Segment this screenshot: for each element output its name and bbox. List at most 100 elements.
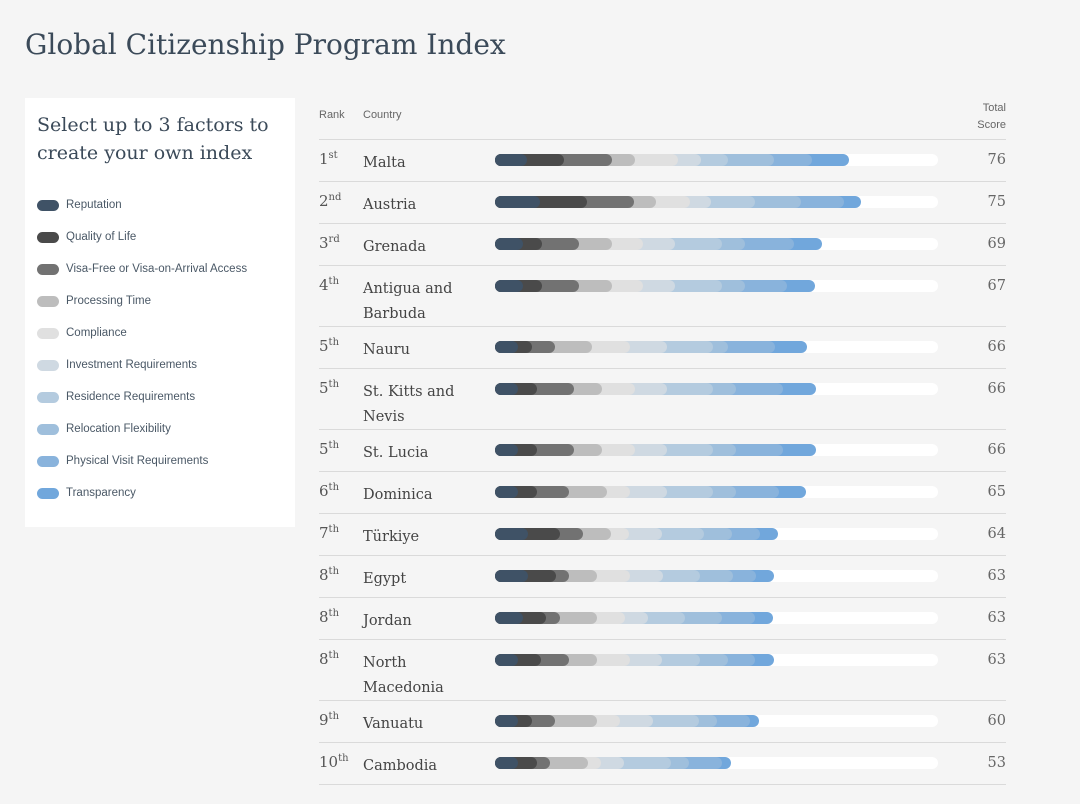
- rank-cell: 6th: [319, 482, 339, 500]
- country-name: St. Lucia: [363, 445, 429, 461]
- total-score: 63: [987, 610, 1006, 626]
- table-body: 1st Malta 76 2nd Austria 75 3rd Grenada 69 4th Ant…: [319, 140, 1006, 785]
- rank-suffix: rd: [328, 234, 340, 245]
- factor-label: Relocation Flexibility: [66, 423, 171, 435]
- total-score: 63: [987, 652, 1006, 668]
- table-row[interactable]: 2nd Austria 75: [319, 182, 1006, 224]
- bar-segment-reputation[interactable]: [495, 341, 518, 353]
- factor-label: Compliance: [66, 327, 127, 339]
- factor-label: Processing Time: [66, 295, 152, 307]
- rank-cell: 4th: [319, 276, 339, 294]
- bar-segment-reputation[interactable]: [495, 196, 540, 208]
- rank-suffix: th: [338, 753, 349, 764]
- rank-cell: 8th: [319, 566, 339, 584]
- factor-option[interactable]: Investment Requirements: [37, 349, 283, 381]
- total-score: 75: [987, 194, 1006, 210]
- factor-label: Investment Requirements: [66, 359, 198, 371]
- table-row[interactable]: 1st Malta 76: [319, 140, 1006, 182]
- factor-option[interactable]: Residence Requirements: [37, 381, 283, 413]
- factor-label: Visa-Free or Visa-on-Arrival Access: [66, 263, 248, 275]
- bar-segment-reputation[interactable]: [495, 238, 523, 250]
- table-row[interactable]: 7th Türkiye 64: [319, 514, 1006, 556]
- header-country[interactable]: Country: [363, 109, 402, 121]
- table-row[interactable]: 5th Nauru 66: [319, 327, 1006, 369]
- factor-label: Residence Requirements: [66, 391, 196, 403]
- factor-swatch: [37, 391, 59, 403]
- table-row[interactable]: 5th St. Kitts and Nevis 66: [319, 369, 1006, 430]
- rank-number: 5: [319, 337, 329, 355]
- table-row[interactable]: 10th Cambodia 53: [319, 743, 1006, 785]
- factor-label: Transparency: [66, 487, 136, 499]
- rank-cell: 9th: [319, 711, 339, 729]
- country-name: North Macedonia: [363, 655, 444, 696]
- total-score: 69: [987, 236, 1006, 252]
- rank-number: 2: [319, 192, 329, 210]
- table-row[interactable]: 6th Dominica 65: [319, 472, 1006, 514]
- header-total-score[interactable]: Total Score: [977, 102, 1006, 131]
- total-score: 65: [987, 484, 1006, 500]
- rank-number: 8: [319, 566, 329, 584]
- rank-number: 8: [319, 608, 329, 626]
- table-row[interactable]: 5th St. Lucia 66: [319, 430, 1006, 472]
- panel-heading: Select up to 3 factors to create your ow…: [37, 114, 269, 164]
- table-row[interactable]: 4th Antigua and Barbuda 67: [319, 266, 1006, 327]
- country-name: St. Kitts and Nevis: [363, 384, 455, 425]
- rank-number: 5: [319, 379, 329, 397]
- bar-segment-reputation[interactable]: [495, 757, 519, 769]
- factor-option[interactable]: Reputation: [37, 189, 283, 221]
- factor-option[interactable]: Visa-Free or Visa-on-Arrival Access: [37, 253, 283, 285]
- factor-option[interactable]: Transparency: [37, 477, 283, 509]
- factor-option[interactable]: Relocation Flexibility: [37, 413, 283, 445]
- rank-cell: 5th: [319, 379, 339, 397]
- score-bar-track: [495, 715, 938, 727]
- rank-cell: 5th: [319, 337, 339, 355]
- factor-swatch: [37, 327, 59, 339]
- factor-option[interactable]: Physical Visit Requirements: [37, 445, 283, 477]
- score-bar-track: [495, 528, 938, 540]
- header-rank[interactable]: Rank: [319, 109, 345, 121]
- table-row[interactable]: 3rd Grenada 69: [319, 224, 1006, 266]
- score-bar-track: [495, 654, 938, 666]
- factor-option[interactable]: Processing Time: [37, 285, 283, 317]
- bar-segment-reputation[interactable]: [495, 528, 528, 540]
- rank-suffix: th: [328, 440, 340, 451]
- factor-selector-panel: Select up to 3 factors to create your ow…: [25, 98, 295, 527]
- bar-segment-reputation[interactable]: [495, 154, 527, 166]
- rank-number: 7: [319, 524, 329, 542]
- factor-option[interactable]: Compliance: [37, 317, 283, 349]
- country-name: Jordan: [363, 613, 412, 629]
- factor-swatch: [37, 263, 59, 275]
- total-score: 63: [987, 568, 1006, 584]
- total-score: 60: [987, 713, 1006, 729]
- total-score: 66: [987, 339, 1006, 355]
- bar-segment-reputation[interactable]: [495, 383, 519, 395]
- bar-segment-reputation[interactable]: [495, 280, 523, 292]
- rank-cell: 2nd: [319, 192, 341, 210]
- bar-segment-reputation[interactable]: [495, 570, 528, 582]
- score-bar-track: [495, 341, 938, 353]
- table-row[interactable]: 8th Egypt 63: [319, 556, 1006, 598]
- table-row[interactable]: 8th North Macedonia 63: [319, 640, 1006, 701]
- rank-suffix: th: [328, 379, 340, 390]
- table-row[interactable]: 8th Jordan 63: [319, 598, 1006, 640]
- country-name: Malta: [363, 155, 406, 171]
- total-score: 66: [987, 381, 1006, 397]
- rank-cell: 10th: [319, 753, 349, 771]
- bar-segment-reputation[interactable]: [495, 444, 519, 456]
- score-bar-track: [495, 154, 938, 166]
- bar-segment-reputation[interactable]: [495, 654, 519, 666]
- score-bar-track: [495, 570, 938, 582]
- rank-cell: 8th: [319, 608, 339, 626]
- bar-segment-reputation[interactable]: [495, 612, 523, 624]
- rank-number: 3: [319, 234, 329, 252]
- bar-segment-reputation[interactable]: [495, 486, 519, 498]
- factor-option[interactable]: Quality of Life: [37, 221, 283, 253]
- bar-segment-reputation[interactable]: [495, 715, 519, 727]
- score-bar-track: [495, 280, 938, 292]
- total-score: 66: [987, 442, 1006, 458]
- rank-cell: 3rd: [319, 234, 340, 252]
- rank-cell: 8th: [319, 650, 339, 668]
- country-name: Austria: [363, 197, 417, 213]
- rank-number: 4: [319, 276, 329, 294]
- table-row[interactable]: 9th Vanuatu 60: [319, 701, 1006, 743]
